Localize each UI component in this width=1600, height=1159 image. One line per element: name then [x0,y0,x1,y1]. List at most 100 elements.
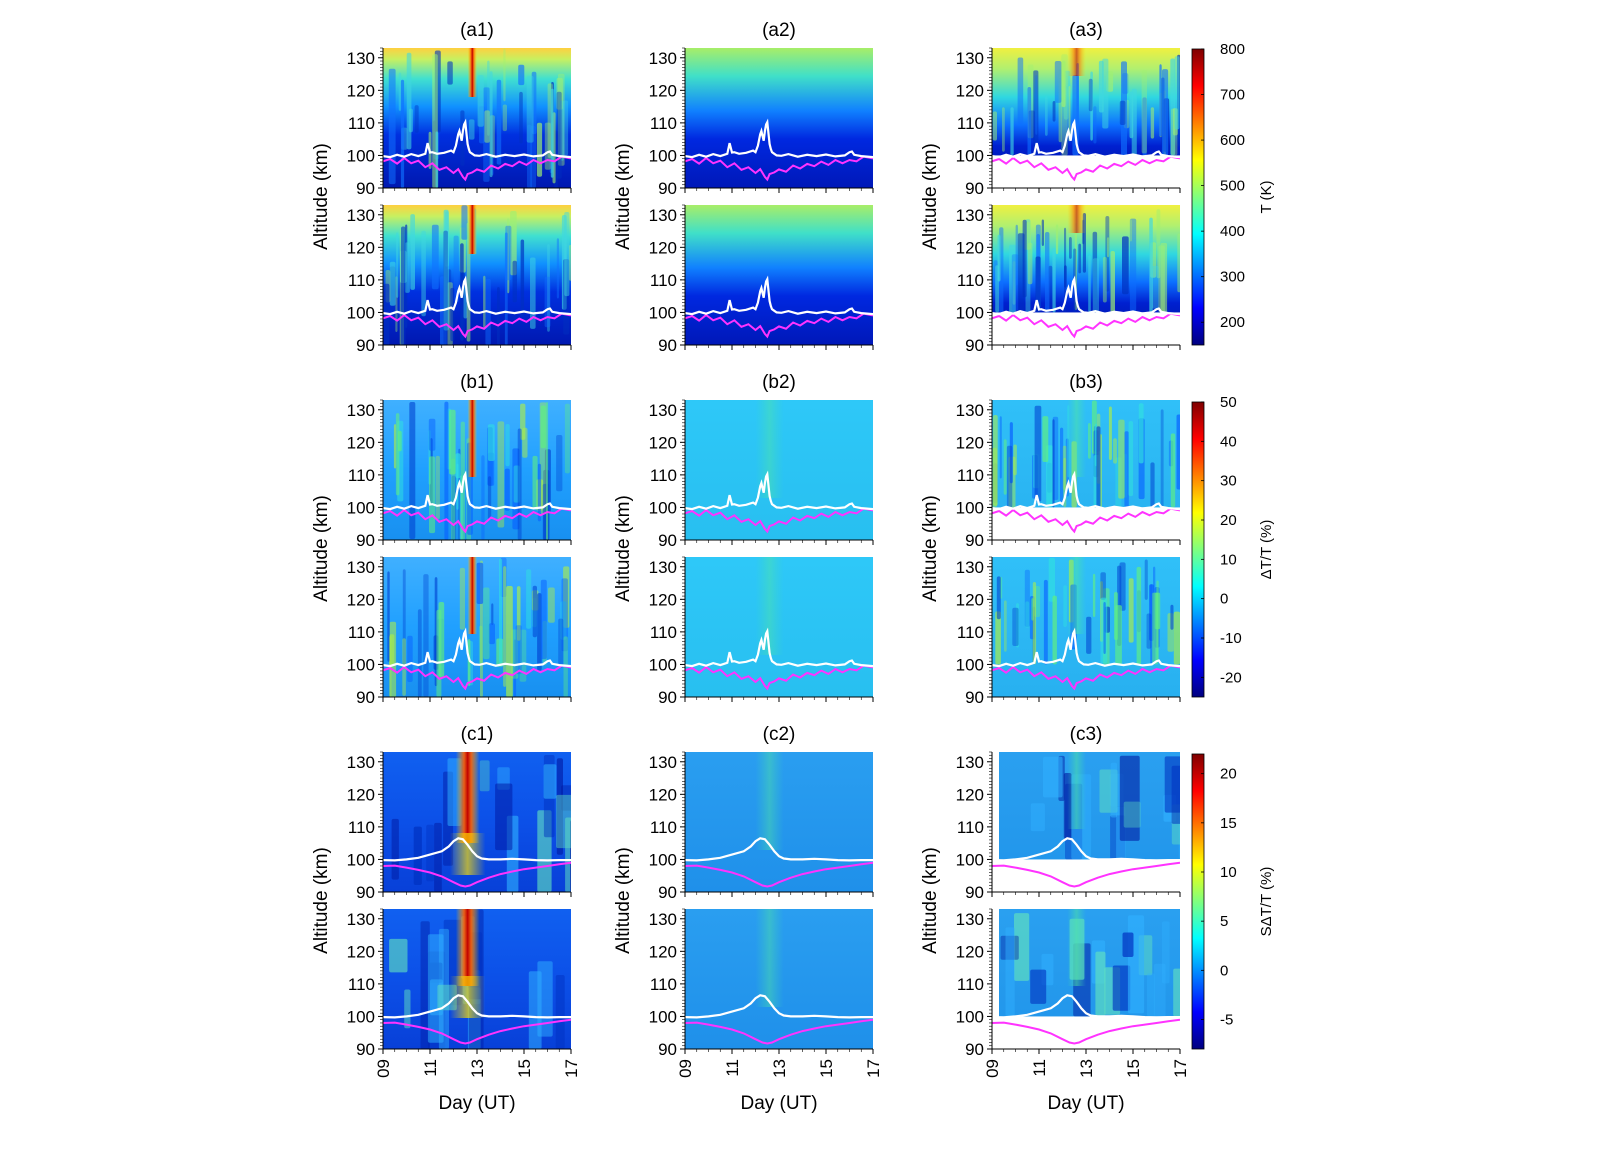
field-streak [570,820,571,892]
field-streak [1092,573,1096,617]
field-streak [512,448,520,530]
field-streak [1052,248,1056,313]
field-streak [451,458,456,540]
magenta-line [685,1018,873,1045]
panel-title: (b2) [762,372,796,393]
enhancement-stripe [467,400,477,477]
field-streak [391,818,399,880]
y-axis-label: Altitude (km) [613,847,634,954]
field-streak [1146,613,1152,649]
field-streak [407,635,413,682]
white-line [383,275,571,316]
field-streak [1086,616,1092,654]
colorbar-scale [1191,401,1205,698]
enhancement-stripe [1067,400,1086,477]
field-streak [406,52,412,150]
y-tick-label: 120 [956,590,984,609]
heatmap-panel: 90 100 110 120 130 [347,204,572,355]
field-streak [1121,61,1127,156]
x-tick-label: 09 [676,1059,695,1078]
masked-region [992,1016,1180,1049]
masked-region [992,909,999,1049]
y-tick-label: 100 [649,850,677,869]
field-streak [459,567,465,630]
heatmap-panel: 90 100 110 120 130 [649,399,874,550]
field-streak [476,562,484,604]
y-tick-label: 130 [956,401,984,420]
heatmap-panel: 90 100 110 120 130 [956,908,1181,1059]
enhancement-stripe [467,557,477,634]
y-tick-label: 100 [347,1007,375,1026]
field-streak [1150,107,1155,139]
field-streak [518,64,525,86]
heatmap-panel: 90 100 110 120 130 [649,204,874,355]
y-tick-label: 90 [356,531,375,550]
field-streak [414,105,419,133]
field-streak [561,215,567,310]
field-streak [526,569,532,629]
field-streak [389,938,408,973]
field-streak [517,428,522,540]
x-tick-label: 15 [817,1059,836,1078]
enhancement-stripe [455,909,480,986]
y-tick-label: 130 [956,558,984,577]
field-streak [487,476,492,520]
y-tick-label: 100 [347,146,375,165]
field-streak [1152,265,1159,309]
y-tick-label: 120 [347,942,375,961]
colorbar: 200 300 400 500 600 700 800 T (K) [1191,41,1275,346]
field-streak [537,593,542,671]
heatmap-panel: 90 100 110 120 130 [347,908,572,1059]
y-tick-label: 120 [956,433,984,452]
field-streak [1096,426,1101,508]
white-line [685,627,873,668]
field-streak [996,576,1001,620]
y-tick-label: 100 [649,303,677,322]
heatmap-panel: 90 100 110 120 130 [649,47,874,198]
field-streak [435,455,440,520]
y-tick-label: 110 [957,623,984,642]
field-streak [1122,73,1129,94]
y-tick-label: 120 [649,785,677,804]
white-line [685,470,873,511]
x-tick-label: 11 [1030,1059,1049,1077]
field-streak [564,403,570,474]
y-tick-label: 110 [650,466,677,485]
field-streak [513,465,520,503]
colorbar-tick-label: 0 [1220,962,1228,979]
field-streak [503,566,507,687]
white-line [383,470,571,511]
magenta-line [383,312,571,339]
axes: 90 100 110 120 130 [347,556,572,707]
field-streak [1088,423,1091,459]
panel-title: (c3) [1070,724,1103,745]
axes: 90 100 110 120 130 [649,47,874,198]
field-streak [556,758,563,855]
field-streak [1052,595,1057,665]
field-streak [519,629,527,682]
axes: 90 100 110 120 130 [347,204,572,355]
field-streak [1052,101,1056,122]
field-streak [520,239,525,317]
magenta-line [383,155,571,182]
y-tick-label: 130 [956,910,984,929]
field-streak [1010,107,1014,156]
field-streak [1060,427,1064,505]
colorbar-tick-label: 15 [1220,815,1237,832]
enhancement-stripe [755,557,784,655]
field-streak [1170,604,1174,630]
field-streak [1032,582,1037,665]
field-streak [1043,756,1063,798]
white-line [383,627,571,668]
field-streak [1122,236,1129,295]
y-tick-label: 110 [650,623,677,642]
y-tick-label: 110 [348,975,375,994]
heatmap-panel: 90 100 110 120 130 [956,399,1181,550]
magenta-line [685,664,873,691]
colorbar-tick-label: -5 [1220,1012,1233,1029]
masked-region [992,859,1180,892]
axes: 90 100 110 120 130 [347,399,572,550]
x-axis-label: Day (UT) [740,1093,817,1114]
field-streak [1054,61,1062,103]
axes: 90 100 110 120 130 [956,204,1181,355]
